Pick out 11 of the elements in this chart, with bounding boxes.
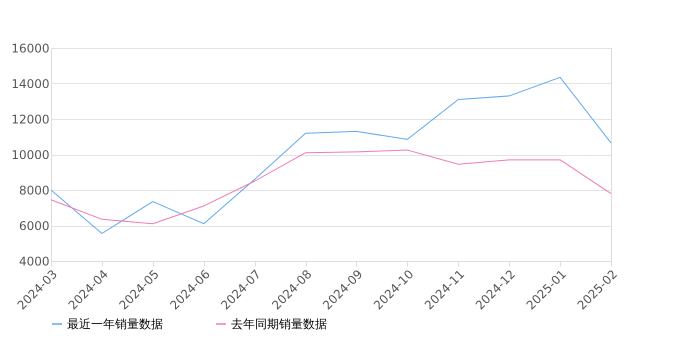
y-tick-label: 12000	[11, 112, 50, 126]
y-tick-label: 4000	[18, 254, 50, 268]
line-series	[50, 150, 612, 224]
y-tick-label: 6000	[18, 219, 50, 233]
y-tick-label: 10000	[11, 148, 50, 162]
legend-label: 最近一年销量数据	[67, 317, 163, 331]
y-tick-label: 8000	[18, 184, 50, 198]
line-series	[50, 76, 612, 234]
y-tick-label: 16000	[11, 42, 50, 56]
legend-label: 去年同期销量数据	[231, 317, 327, 331]
y-tick-label: 14000	[11, 77, 50, 91]
